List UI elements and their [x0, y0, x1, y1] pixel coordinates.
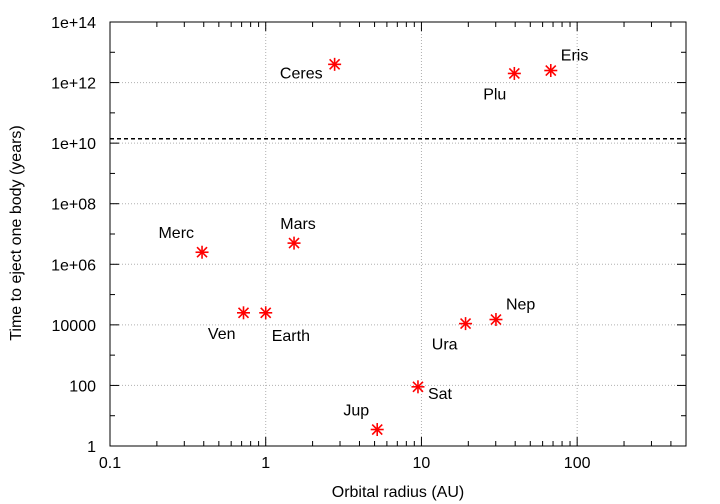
data-point — [459, 317, 473, 331]
data-point — [370, 423, 384, 437]
point-label: Ven — [208, 326, 236, 343]
point-label: Ceres — [280, 65, 323, 82]
point-label: Merc — [158, 225, 194, 242]
x-tick-label: 100 — [564, 455, 591, 472]
y-tick-label: 100 — [69, 378, 96, 395]
x-tick-label: 1 — [261, 455, 270, 472]
data-point — [237, 306, 251, 320]
data-point — [544, 64, 558, 78]
x-axis-title: Orbital radius (AU) — [332, 484, 464, 501]
y-tick-label: 10000 — [52, 318, 97, 335]
y-tick-label: 1e+14 — [51, 15, 96, 32]
y-tick-label: 1e+06 — [51, 257, 96, 274]
y-tick-label: 1e+10 — [51, 136, 96, 153]
point-label: Mars — [280, 216, 316, 233]
data-point — [195, 245, 209, 259]
point-label: Sat — [428, 386, 453, 403]
axis-ticks: 0.1 1 10 1001100100001e+061e+081e+101e+121e… — [51, 15, 686, 472]
point-label: Nep — [506, 297, 535, 314]
plot-frame — [109, 21, 687, 447]
point-label: Earth — [272, 328, 310, 345]
x-tick-label: 0.1 — [99, 455, 121, 472]
data-point — [507, 66, 521, 80]
point-label: Jup — [343, 403, 369, 420]
data-point — [259, 306, 273, 320]
data-point — [489, 313, 503, 327]
plot-border — [109, 21, 687, 447]
point-label: Ura — [432, 337, 458, 354]
data-point — [411, 380, 425, 394]
data-point — [328, 57, 342, 71]
data-point — [287, 236, 301, 250]
point-label: Eris — [561, 48, 589, 65]
y-tick-label: 1e+12 — [51, 76, 96, 93]
data-points — [195, 57, 558, 437]
y-tick-label: 1 — [87, 439, 96, 456]
point-label: Plu — [483, 86, 506, 103]
y-tick-label: 1e+08 — [51, 197, 96, 214]
y-axis-title: Time to eject one body (years) — [8, 125, 25, 341]
point-labels: Merc Ven Earth Mars Ceres Jup Sat Ura Nep Plu Eris — [158, 48, 588, 420]
grid — [109, 21, 686, 447]
x-tick-label: 10 — [413, 455, 431, 472]
